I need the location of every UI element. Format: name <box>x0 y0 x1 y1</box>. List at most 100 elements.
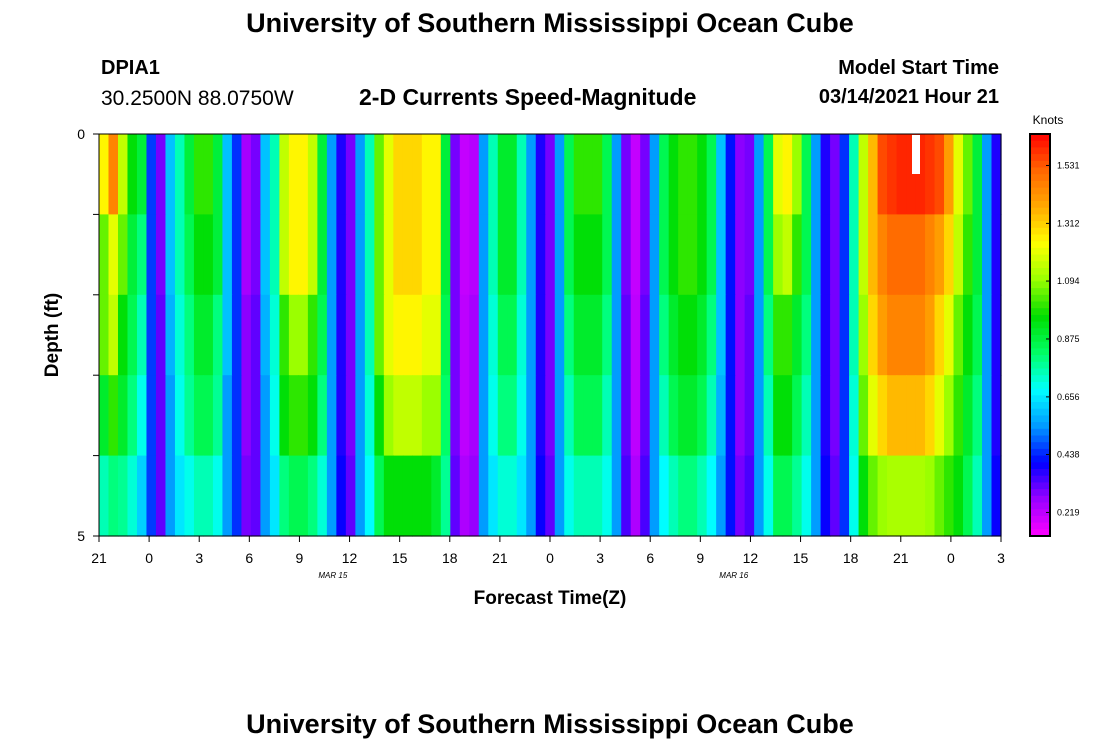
heatmap-cell <box>972 375 983 457</box>
heatmap-cell <box>212 134 224 215</box>
heatmap-cell <box>298 375 309 457</box>
station-id: DPIA1 <box>101 57 160 79</box>
heatmap-cell <box>849 455 860 537</box>
x-axis-title: Forecast Time(Z) <box>474 588 627 609</box>
heatmap-cell <box>383 294 394 376</box>
heatmap-cell <box>621 294 632 376</box>
x-tick-label: 21 <box>492 550 508 566</box>
heatmap-cell <box>108 214 119 296</box>
heatmap-cell <box>136 294 148 376</box>
heatmap-cell <box>887 134 898 215</box>
x-tick-label: 9 <box>296 550 304 566</box>
model-start-label: Model Start Time <box>838 57 999 79</box>
heatmap-cell <box>127 455 138 537</box>
colorbar-swatch <box>1030 335 1050 343</box>
colorbar-tick-label: 0.875 <box>1057 334 1080 344</box>
heatmap-cell <box>184 294 195 376</box>
heatmap-cell <box>554 375 565 457</box>
heatmap-cell <box>184 134 195 215</box>
colorbar-tick-label: 0.438 <box>1057 450 1080 460</box>
colorbar-swatch <box>1030 341 1050 349</box>
heatmap-cell <box>421 134 432 215</box>
heatmap-cell <box>621 375 632 457</box>
heatmap-cell <box>364 214 375 296</box>
heatmap-cell <box>108 375 119 457</box>
heatmap-cell <box>915 375 926 457</box>
heatmap-cell <box>716 214 727 296</box>
station-coords: 30.2500N 88.0750W <box>101 87 294 110</box>
heatmap-cell <box>497 214 508 296</box>
heatmap-cell <box>991 294 1002 376</box>
heatmap-cell <box>735 134 746 215</box>
heatmap-cell <box>858 375 869 457</box>
heatmap-cell <box>744 214 755 296</box>
heatmap-cell <box>611 455 622 537</box>
heatmap-cell <box>611 134 622 215</box>
colorbar-swatch <box>1030 415 1050 423</box>
heatmap-cell <box>535 134 546 215</box>
heatmap-cell <box>706 455 717 537</box>
heatmap-cell <box>288 214 299 296</box>
heatmap-cell <box>792 294 803 376</box>
heatmap-cell <box>516 375 527 457</box>
heatmap-cell <box>222 214 233 296</box>
heatmap-cell <box>849 214 860 296</box>
heatmap-cell <box>564 214 575 296</box>
heatmap-cell <box>383 214 394 296</box>
colorbar-swatch <box>1030 194 1050 202</box>
heatmap-cell <box>450 134 461 215</box>
heatmap-cell <box>725 375 736 457</box>
heatmap-cell <box>659 294 670 376</box>
heatmap-cell <box>573 375 584 457</box>
heatmap-cell <box>174 294 186 376</box>
heatmap-cell <box>469 294 480 376</box>
heatmap-cell <box>345 294 356 376</box>
heatmap-cell <box>374 134 385 215</box>
heatmap-cell <box>421 214 432 296</box>
heatmap-cell <box>820 294 831 376</box>
heatmap-cell <box>269 294 280 376</box>
heatmap-cell <box>830 375 841 457</box>
heatmap-cell <box>583 134 594 215</box>
heatmap-cell <box>165 214 176 296</box>
colorbar-swatch <box>1030 442 1050 450</box>
colorbar-swatch <box>1030 462 1050 470</box>
heatmap-cell <box>697 455 708 537</box>
heatmap-cell <box>108 455 119 537</box>
heatmap-cell <box>212 214 224 296</box>
heatmap-cell <box>725 134 736 215</box>
heatmap-cell <box>649 294 660 376</box>
colorbar-swatch <box>1030 234 1050 242</box>
heatmap-cell <box>877 375 888 457</box>
heatmap-cell <box>146 375 157 457</box>
heatmap-cell <box>516 455 527 537</box>
heatmap-cell <box>545 214 556 296</box>
heatmap-cell <box>754 134 765 215</box>
heatmap-cell <box>99 214 110 296</box>
heatmap-cell <box>402 214 413 296</box>
footer-title: University of Southern Mississippi Ocean… <box>246 709 854 739</box>
heatmap-cell <box>336 455 347 537</box>
heatmap-cell <box>687 214 698 296</box>
heatmap-cell <box>545 375 556 457</box>
heatmap-cell <box>754 214 765 296</box>
heatmap-cell <box>497 455 508 537</box>
heatmap-cell <box>222 294 233 376</box>
heatmap-cell <box>592 214 603 296</box>
heatmap-cell <box>412 294 423 376</box>
heatmap-cell <box>412 214 423 296</box>
heatmap-cell <box>602 214 613 296</box>
colorbar-swatch <box>1030 167 1050 175</box>
colorbar-swatch <box>1030 294 1050 302</box>
heatmap-cell <box>649 134 660 215</box>
heatmap-cell <box>925 455 936 537</box>
heatmap-cell <box>136 455 148 537</box>
colorbar-swatch <box>1030 428 1050 436</box>
heatmap-cell <box>459 455 470 537</box>
heatmap-cell <box>668 375 679 457</box>
heatmap-cell <box>250 134 262 215</box>
heatmap-cell <box>231 294 243 376</box>
heatmap-cell <box>953 455 964 537</box>
heatmap-cell <box>193 214 205 296</box>
heatmap-cell <box>953 214 964 296</box>
